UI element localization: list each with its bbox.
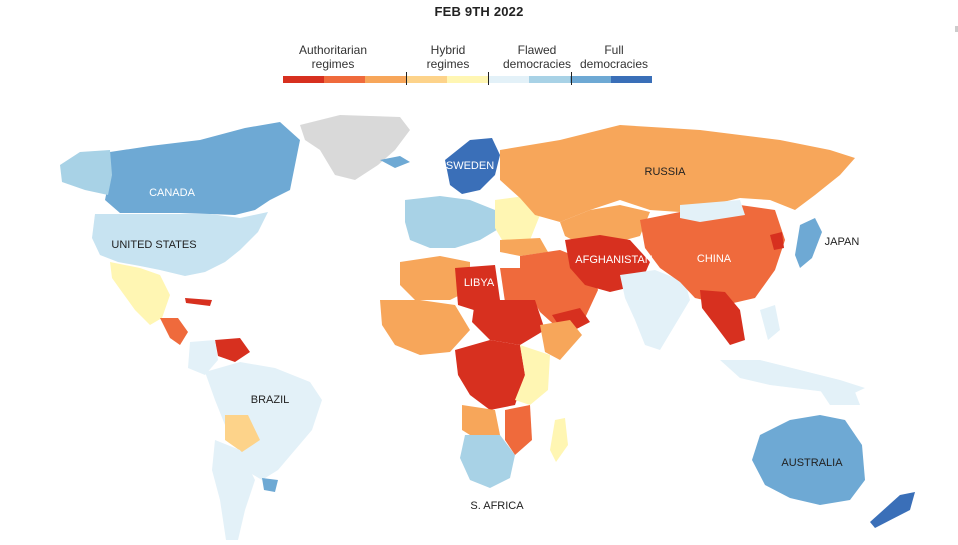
region-western-europe	[405, 196, 500, 248]
region-west-africa	[380, 300, 470, 355]
region-egypt	[500, 268, 538, 302]
legend-swatch-5	[488, 76, 529, 83]
region-sudan	[472, 300, 545, 345]
region-north-korea	[770, 232, 784, 250]
region-uruguay	[262, 478, 278, 492]
region-india	[620, 270, 690, 350]
region-colombia	[188, 340, 218, 375]
region-angola	[462, 405, 500, 440]
label-australia: AUSTRALIA	[781, 457, 843, 469]
legend-swatch-0	[283, 76, 324, 83]
region-central-africa	[455, 340, 525, 410]
region-japan	[795, 218, 822, 268]
legend-label-hybrid: Hybrid regimes	[426, 43, 470, 71]
region-southeast-asia	[700, 290, 745, 345]
region-eastern-europe	[495, 196, 540, 245]
legend-label-authoritarian: Authoritarian regimes	[298, 43, 368, 71]
region-new-zealand	[870, 492, 915, 528]
region-australia	[752, 415, 865, 505]
region-cuba	[185, 298, 212, 306]
legend-tick	[488, 72, 489, 85]
label-brazil: BRAZIL	[251, 394, 290, 406]
label-sweden: SWEDEN	[446, 160, 494, 172]
legend-swatch-2	[365, 76, 406, 83]
region-turkey	[500, 238, 548, 256]
region-andes-south	[212, 440, 255, 540]
map-date: FEB 9TH 2022	[434, 4, 524, 19]
legend-color-bar	[283, 76, 652, 83]
region-bolivia	[225, 415, 260, 452]
label-china: CHINA	[697, 253, 732, 265]
label-libya: LIBYA	[464, 277, 495, 289]
region-philippines	[760, 305, 780, 340]
label-russia: RUSSIA	[645, 166, 687, 178]
legend-swatch-7	[570, 76, 611, 83]
legend-tick	[571, 72, 572, 85]
legend-swatch-1	[324, 76, 365, 83]
label-afghanistan: AFGHANISTAN	[575, 254, 652, 266]
region-alaska	[60, 150, 112, 195]
region-canada	[105, 122, 300, 215]
region-venezuela	[215, 338, 250, 362]
label-canada: CANADA	[149, 187, 196, 199]
legend-swatch-4	[447, 76, 488, 83]
region-russia	[500, 125, 855, 222]
legend-swatch-8	[611, 76, 652, 83]
legend-label-flawed: Flawed democracies	[502, 43, 572, 71]
edge-marker	[955, 26, 958, 32]
label-united-states: UNITED STATES	[111, 239, 196, 251]
label-south-africa: S. AFRICA	[470, 500, 524, 512]
region-mexico	[110, 262, 170, 325]
region-horn	[540, 320, 582, 360]
region-central-america	[160, 318, 188, 345]
region-iceland	[380, 156, 410, 168]
region-indonesia	[720, 360, 865, 395]
legend-swatch-3	[406, 76, 447, 83]
region-mozambique	[505, 405, 532, 455]
region-usa	[92, 212, 268, 276]
region-madagascar	[550, 418, 568, 462]
region-mongolia	[680, 200, 745, 222]
legend-tick	[406, 72, 407, 85]
region-maghreb	[400, 256, 470, 300]
region-greenland	[300, 115, 410, 180]
region-papua	[820, 390, 860, 405]
region-central-asia	[560, 205, 650, 244]
region-east-africa	[515, 345, 550, 405]
region-china	[640, 205, 785, 305]
region-scandinavia	[445, 138, 500, 194]
legend-swatch-6	[529, 76, 570, 83]
legend-label-full: Full democracies	[579, 43, 649, 71]
region-southern-africa	[460, 435, 515, 488]
label-japan: JAPAN	[825, 236, 860, 248]
region-brazil	[205, 362, 322, 480]
